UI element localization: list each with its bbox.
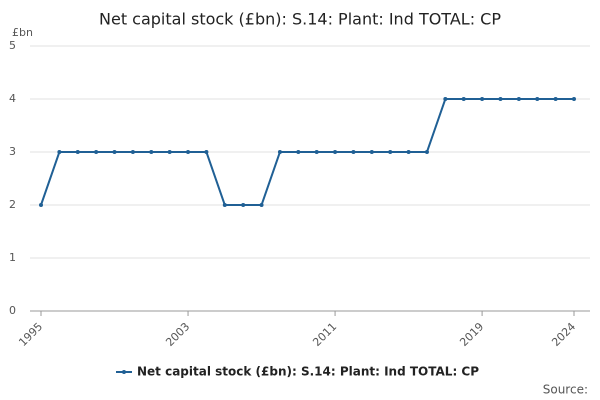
y-tick-label: 4 [9, 92, 16, 105]
point [94, 150, 99, 154]
point [39, 203, 43, 207]
y-tick-label: 1 [9, 251, 16, 264]
point [167, 150, 172, 154]
point [443, 97, 448, 101]
y-tick-label: 2 [9, 198, 16, 211]
x-tick-label: 1995 [16, 320, 45, 349]
point [351, 150, 356, 154]
point [259, 203, 264, 207]
point [406, 150, 411, 154]
legend-label: Net capital stock (£bn): S.14: Plant: In… [137, 365, 479, 379]
point [424, 150, 429, 154]
chart-title: Net capital stock (£bn): S.14: Plant: In… [99, 10, 501, 29]
point [498, 97, 503, 101]
point [277, 150, 282, 154]
point [149, 150, 154, 154]
point [572, 97, 576, 101]
x-tick-label: 2019 [457, 320, 486, 349]
line [40, 98, 574, 206]
source: Source: [543, 383, 588, 397]
y-tick-label: 5 [9, 39, 16, 52]
y-axis-label: £bn [12, 26, 33, 39]
point [130, 150, 135, 154]
y-tick-label: 0 [9, 304, 16, 317]
point [204, 150, 209, 154]
point [112, 150, 117, 154]
x-tick-label: 2003 [163, 320, 192, 349]
point [296, 150, 301, 154]
point [186, 150, 191, 154]
point [388, 150, 393, 154]
x-tick-label: 2024 [549, 320, 578, 349]
point [75, 150, 80, 154]
y-tick-label: 3 [9, 145, 16, 158]
point [461, 97, 466, 101]
point [241, 203, 246, 207]
point [516, 97, 521, 101]
point [553, 97, 558, 101]
point [480, 97, 485, 101]
legend-swatch-point [122, 370, 126, 374]
point [222, 203, 227, 207]
point [314, 150, 319, 154]
point [333, 150, 338, 154]
x-tick-label: 2011 [310, 320, 339, 349]
point [369, 150, 374, 154]
point [57, 150, 62, 154]
point [535, 97, 540, 101]
